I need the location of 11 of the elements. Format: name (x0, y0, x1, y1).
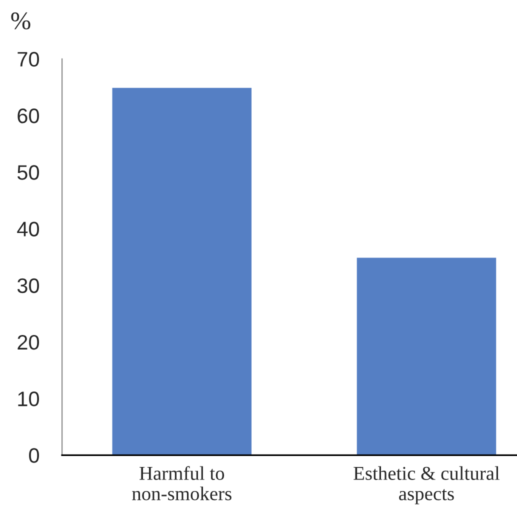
y-tick-label: 0 (29, 448, 40, 463)
y-tick-label: 40 (17, 222, 40, 236)
x-tick-label: Esthetic & cultural aspects (354, 466, 500, 504)
y-tick-label: 20 (18, 334, 40, 350)
y-axis-title: % (11, 12, 30, 30)
y-tick-label: 30 (17, 278, 40, 294)
y-tick-label: 50 (17, 165, 40, 180)
y-tick-label: 70 (18, 52, 40, 67)
y-tick-label: 10 (18, 392, 40, 406)
x-tick-label: Harmful to non-smokers (132, 466, 232, 500)
y-tick-label: 60 (18, 108, 40, 124)
